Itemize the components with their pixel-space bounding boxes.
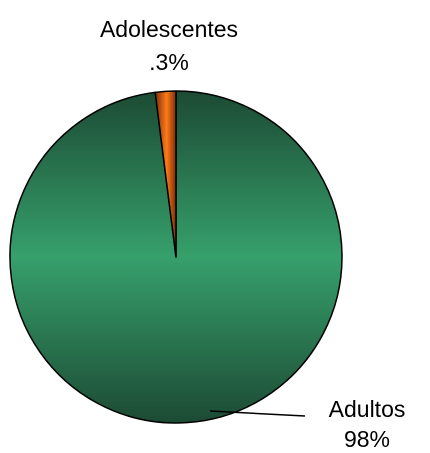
label-adultos-percent: 98% bbox=[344, 426, 390, 452]
label-adolescentes-percent: .3% bbox=[149, 49, 189, 75]
adultos-leader-line bbox=[209, 410, 306, 417]
label-adultos-category: Adultos bbox=[329, 396, 406, 422]
pie-slice-adolescentes bbox=[154, 90, 177, 258]
label-adolescentes-category: Adolescentes bbox=[100, 16, 238, 42]
